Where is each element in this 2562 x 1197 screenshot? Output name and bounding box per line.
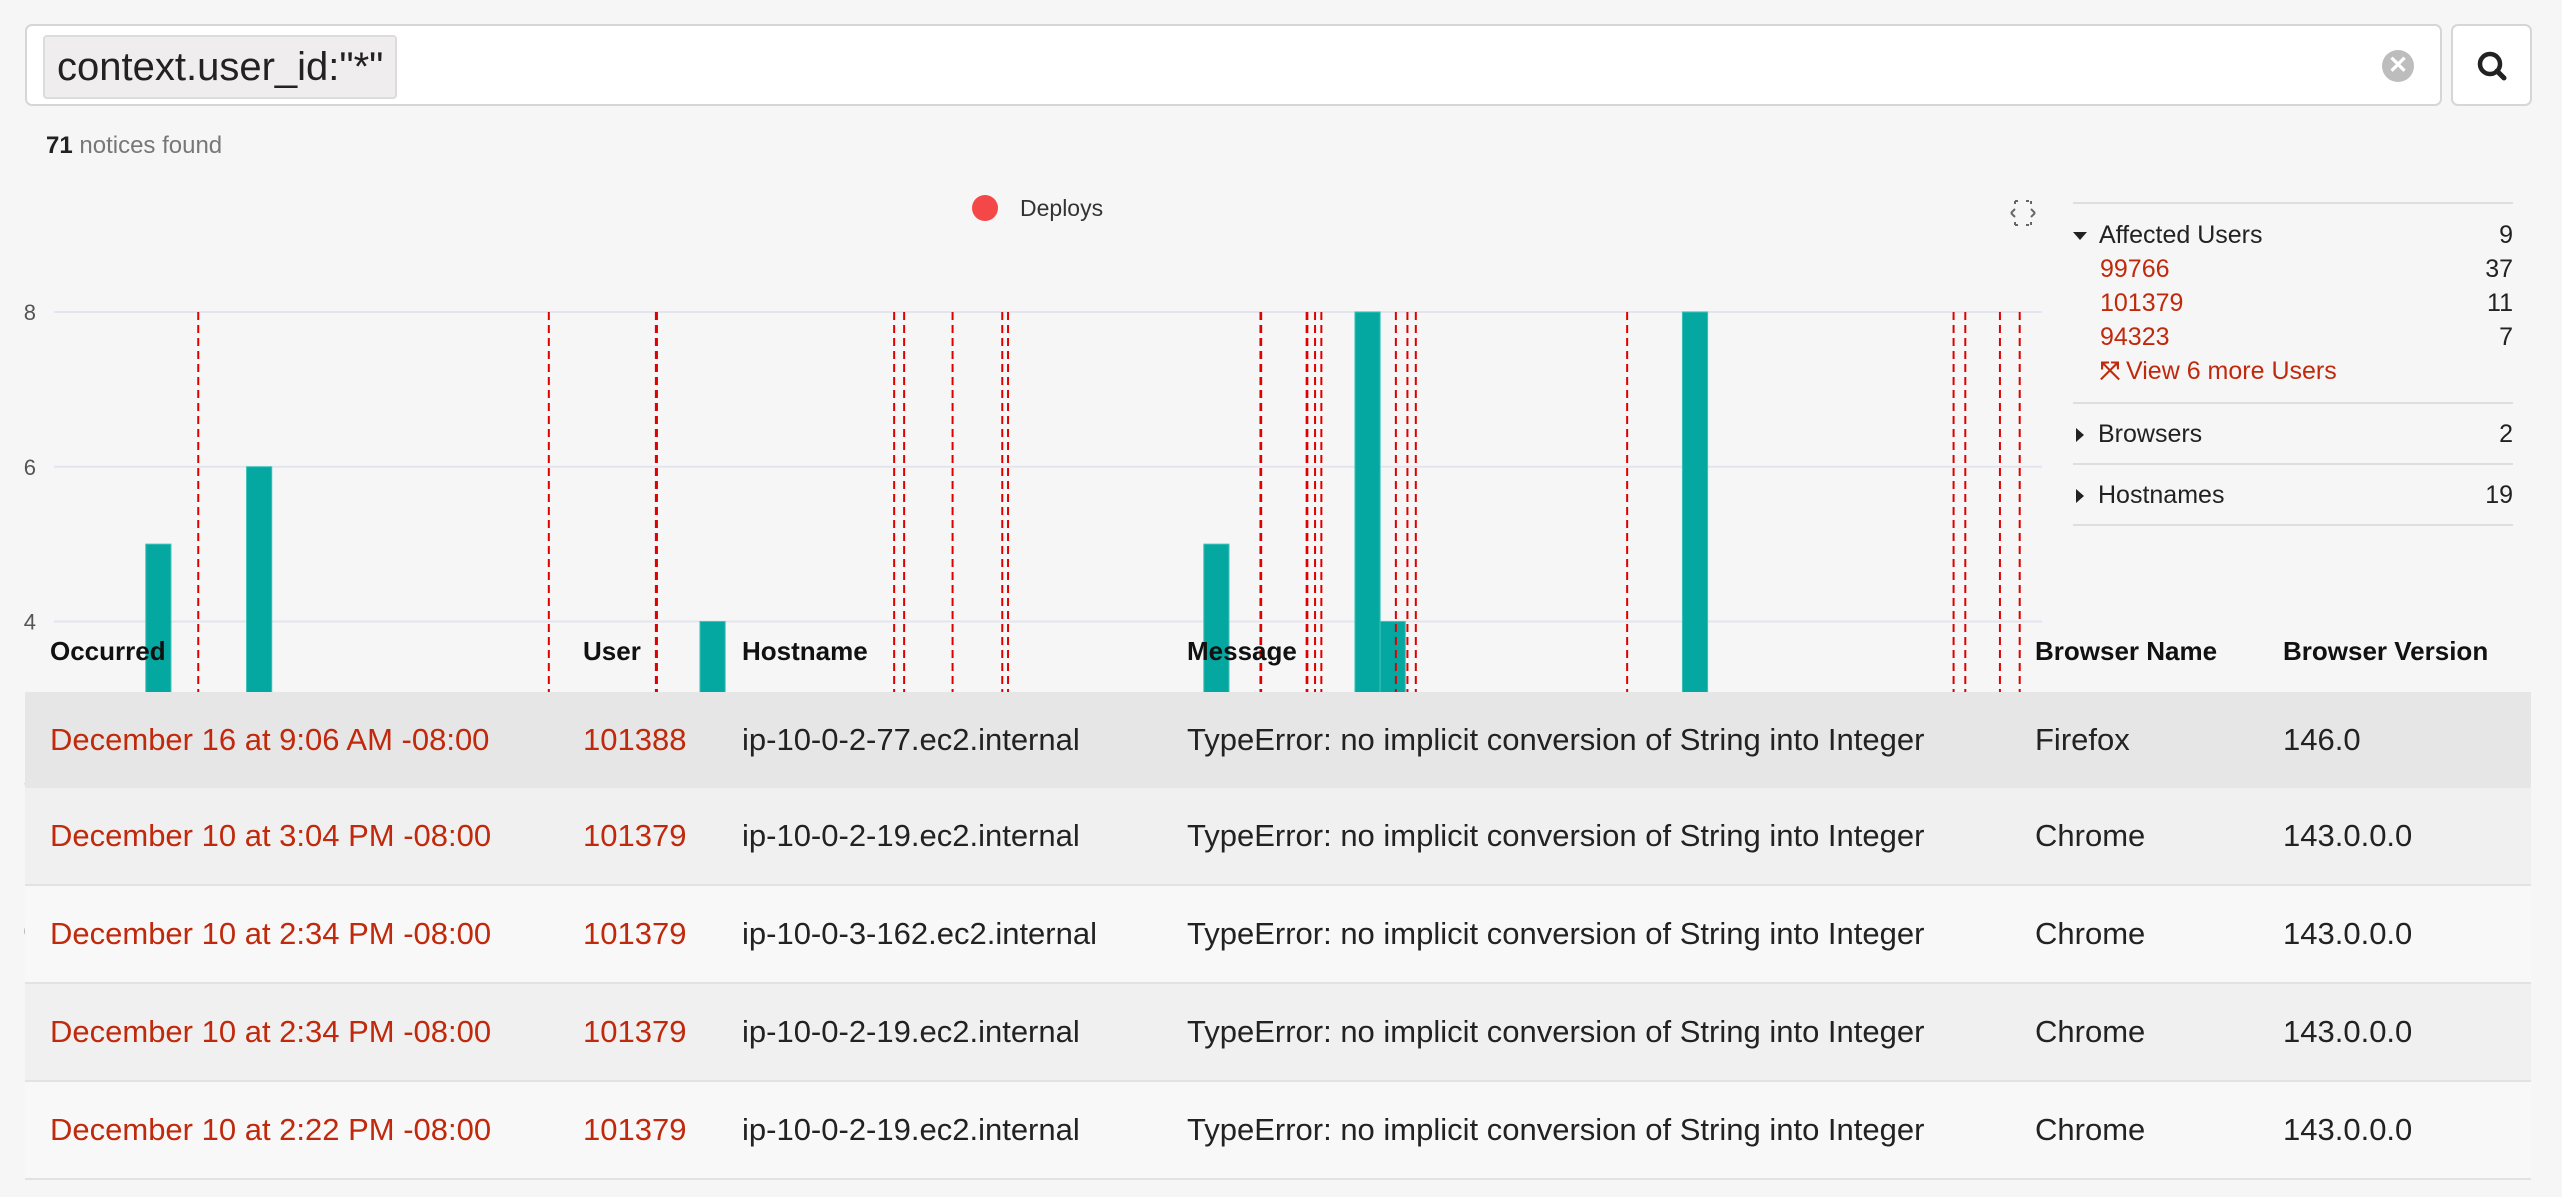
- legend-deploys-label[interactable]: Deploys: [1020, 195, 1103, 221]
- message-cell: TypeError: no implicit conversion of Str…: [1162, 885, 2010, 984]
- expand-icon[interactable]: [2010, 200, 2036, 226]
- occurred-link[interactable]: December 10 at 3:04 PM -08:00: [25, 788, 558, 886]
- user-link[interactable]: 101379: [558, 788, 717, 886]
- column-browser-name[interactable]: Browser Name: [2035, 635, 2218, 666]
- user-count: 11: [2487, 288, 2513, 317]
- message-cell: TypeError: no implicit conversion of Str…: [1162, 983, 2010, 1082]
- expand-arrows-icon: ⤧: [2100, 356, 2121, 385]
- user-link[interactable]: 94323: [2100, 322, 2170, 351]
- user-link[interactable]: 101379: [558, 983, 717, 1082]
- column-user[interactable]: User: [583, 635, 641, 666]
- facet-label: Affected Users: [2099, 220, 2263, 249]
- table-row[interactable]: December 10 at 3:04 PM -08:00 101379 ip-10…: [25, 788, 2531, 886]
- browser-name-cell: Firefox: [2010, 692, 2258, 788]
- browser-version-cell: 146.0: [2258, 692, 2531, 788]
- user-link[interactable]: 101379: [558, 885, 717, 984]
- message-cell: TypeError: no implicit conversion of Str…: [1162, 1081, 2010, 1180]
- divider: [2073, 402, 2513, 404]
- browser-version-cell: 143.0.0.0: [2258, 983, 2531, 1082]
- facet-browsers[interactable]: Browsers 2: [2073, 417, 2513, 451]
- hostname-cell: ip-10-0-2-77.ec2.internal: [717, 692, 1162, 788]
- table-header: Occurred User Hostname Message Browser N…: [25, 610, 2531, 692]
- divider: [2073, 524, 2513, 526]
- table-row[interactable]: December 16 at 9:06 AM -08:00 101388 ip-10…: [25, 692, 2531, 788]
- y-tick-label: 4: [24, 610, 36, 635]
- browser-version-cell: 143.0.0.0: [2258, 885, 2531, 984]
- user-link[interactable]: 101379: [2100, 288, 2184, 317]
- table-row[interactable]: December 10 at 2:34 PM -08:00 101379 ip-10…: [25, 885, 2531, 984]
- clear-search-icon[interactable]: ✕: [2382, 50, 2414, 82]
- occurred-link[interactable]: December 10 at 2:34 PM -08:00: [25, 983, 558, 1082]
- facet-label: Hostnames: [2098, 480, 2225, 509]
- user-count: 37: [2485, 254, 2513, 283]
- column-occurred[interactable]: Occurred: [50, 635, 166, 666]
- occurred-link[interactable]: December 10 at 2:34 PM -08:00: [25, 885, 558, 984]
- browser-name-cell: Chrome: [2010, 983, 2258, 1082]
- search-button[interactable]: [2451, 24, 2532, 106]
- y-tick-label: 6: [24, 455, 36, 480]
- occurred-link[interactable]: December 10 at 2:22 PM -08:00: [25, 1081, 558, 1180]
- message-cell: TypeError: no implicit conversion of Str…: [1162, 788, 2010, 886]
- view-more-label: View 6 more Users: [2126, 356, 2337, 385]
- browser-version-cell: 143.0.0.0: [2258, 1081, 2531, 1180]
- facet-item[interactable]: 94323 7: [2073, 320, 2513, 354]
- hostname-cell: ip-10-0-3-162.ec2.internal: [717, 885, 1162, 984]
- user-count: 7: [2499, 322, 2513, 351]
- message-cell: TypeError: no implicit conversion of Str…: [1162, 692, 2010, 788]
- hostname-cell: ip-10-0-2-19.ec2.internal: [717, 983, 1162, 1082]
- column-browser-version[interactable]: Browser Version: [2283, 635, 2489, 666]
- browser-name-cell: Chrome: [2010, 1081, 2258, 1180]
- legend-deploys-marker: [972, 195, 998, 221]
- facet-header-affected-users[interactable]: Affected Users 9: [2073, 218, 2513, 252]
- table-row[interactable]: December 10 at 2:34 PM -08:00 101379 ip-10…: [25, 983, 2531, 1082]
- column-message[interactable]: Message: [1187, 635, 1297, 666]
- facet-item[interactable]: 101379 11: [2073, 286, 2513, 320]
- column-hostname[interactable]: Hostname: [742, 635, 868, 666]
- caret-right-icon: [2076, 427, 2084, 442]
- facet-hostnames[interactable]: Hostnames 19: [2073, 478, 2513, 512]
- table-row[interactable]: December 10 at 2:22 PM -08:00 101379 ip-10…: [25, 1081, 2531, 1180]
- hostname-cell: ip-10-0-2-19.ec2.internal: [717, 1081, 1162, 1180]
- browser-version-cell: 143.0.0.0: [2258, 788, 2531, 886]
- facet-item[interactable]: 99766 37: [2073, 252, 2513, 286]
- query-token[interactable]: context.user_id:"*": [43, 35, 398, 99]
- notices-table: Occurred User Hostname Message Browser N…: [25, 610, 2531, 1180]
- browser-name-cell: Chrome: [2010, 788, 2258, 886]
- results-count: 71 notices found: [46, 132, 222, 160]
- facet-count: 2: [2499, 419, 2513, 448]
- y-tick-label: 8: [24, 300, 36, 325]
- user-link[interactable]: 101388: [558, 692, 717, 788]
- occurred-link[interactable]: December 16 at 9:06 AM -08:00: [25, 692, 558, 788]
- magnifier-icon: [2477, 51, 2507, 81]
- view-more-users-link[interactable]: ⤧ View 6 more Users: [2073, 354, 2513, 388]
- facet-label: Browsers: [2098, 419, 2203, 448]
- results-count-number: 71: [46, 132, 73, 159]
- caret-right-icon: [2076, 488, 2084, 503]
- hostname-cell: ip-10-0-2-19.ec2.internal: [717, 788, 1162, 886]
- facet-count: 9: [2499, 220, 2513, 249]
- user-link[interactable]: 99766: [2100, 254, 2170, 283]
- results-count-label: notices found: [79, 132, 223, 159]
- search-input[interactable]: context.user_id:"*" ✕: [25, 24, 2442, 106]
- browser-name-cell: Chrome: [2010, 885, 2258, 984]
- caret-down-icon: [2073, 231, 2087, 240]
- user-link[interactable]: 101379: [558, 1081, 717, 1180]
- divider: [2073, 463, 2513, 465]
- facet-affected-users: Affected Users 9 99766 37 101379 11 9432…: [2073, 218, 2513, 388]
- divider: [2073, 202, 2513, 204]
- facet-count: 19: [2485, 480, 2513, 509]
